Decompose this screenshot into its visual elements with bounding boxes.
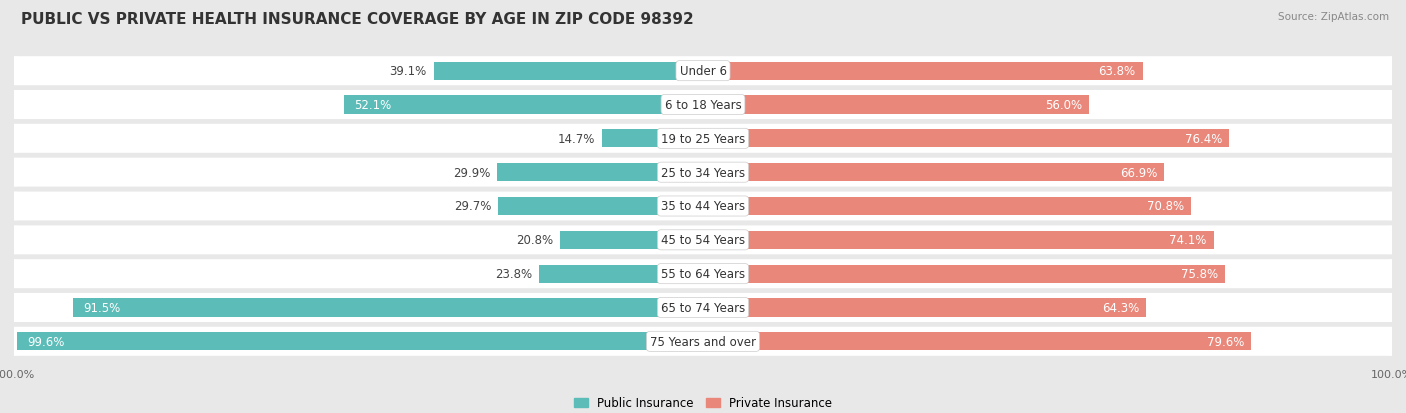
Bar — [73, 299, 703, 317]
FancyBboxPatch shape — [14, 57, 1392, 86]
Text: Under 6: Under 6 — [679, 65, 727, 78]
FancyBboxPatch shape — [17, 91, 1389, 119]
Bar — [498, 197, 703, 216]
Text: 39.1%: 39.1% — [389, 65, 427, 78]
Bar — [703, 164, 1164, 182]
FancyBboxPatch shape — [17, 328, 1389, 356]
Bar — [703, 62, 1143, 81]
Bar — [703, 130, 1229, 148]
Bar — [703, 231, 1213, 249]
Text: 6 to 18 Years: 6 to 18 Years — [665, 99, 741, 112]
Text: Source: ZipAtlas.com: Source: ZipAtlas.com — [1278, 12, 1389, 22]
FancyBboxPatch shape — [14, 259, 1392, 289]
Bar — [703, 197, 1191, 216]
Text: 66.9%: 66.9% — [1119, 166, 1157, 179]
Text: 35 to 44 Years: 35 to 44 Years — [661, 200, 745, 213]
FancyBboxPatch shape — [17, 260, 1389, 288]
Text: 99.6%: 99.6% — [27, 335, 65, 348]
Text: 45 to 54 Years: 45 to 54 Years — [661, 234, 745, 247]
FancyBboxPatch shape — [14, 327, 1392, 356]
Bar — [602, 130, 703, 148]
FancyBboxPatch shape — [17, 294, 1389, 322]
Text: 29.9%: 29.9% — [453, 166, 491, 179]
Text: 19 to 25 Years: 19 to 25 Years — [661, 133, 745, 145]
Bar — [703, 96, 1088, 114]
FancyBboxPatch shape — [14, 192, 1392, 221]
Text: 55 to 64 Years: 55 to 64 Years — [661, 268, 745, 280]
FancyBboxPatch shape — [17, 192, 1389, 221]
Text: 63.8%: 63.8% — [1098, 65, 1136, 78]
Bar — [703, 332, 1251, 351]
Bar — [17, 332, 703, 351]
Text: 23.8%: 23.8% — [495, 268, 531, 280]
Text: 25 to 34 Years: 25 to 34 Years — [661, 166, 745, 179]
FancyBboxPatch shape — [14, 293, 1392, 322]
Text: 20.8%: 20.8% — [516, 234, 553, 247]
Text: 74.1%: 74.1% — [1170, 234, 1206, 247]
Text: 79.6%: 79.6% — [1208, 335, 1244, 348]
Bar — [433, 62, 703, 81]
Text: 56.0%: 56.0% — [1045, 99, 1083, 112]
Text: 64.3%: 64.3% — [1102, 301, 1139, 314]
Text: 75 Years and over: 75 Years and over — [650, 335, 756, 348]
Text: 91.5%: 91.5% — [83, 301, 120, 314]
Text: 75.8%: 75.8% — [1181, 268, 1219, 280]
FancyBboxPatch shape — [17, 226, 1389, 254]
Bar — [703, 299, 1146, 317]
FancyBboxPatch shape — [17, 159, 1389, 187]
FancyBboxPatch shape — [14, 124, 1392, 154]
FancyBboxPatch shape — [17, 125, 1389, 153]
Text: 52.1%: 52.1% — [354, 99, 392, 112]
Bar — [496, 164, 703, 182]
FancyBboxPatch shape — [14, 91, 1392, 120]
Bar — [560, 231, 703, 249]
Text: 70.8%: 70.8% — [1147, 200, 1184, 213]
Legend: Public Insurance, Private Insurance: Public Insurance, Private Insurance — [569, 392, 837, 413]
Text: PUBLIC VS PRIVATE HEALTH INSURANCE COVERAGE BY AGE IN ZIP CODE 98392: PUBLIC VS PRIVATE HEALTH INSURANCE COVER… — [21, 12, 693, 27]
FancyBboxPatch shape — [14, 158, 1392, 187]
Text: 14.7%: 14.7% — [557, 133, 595, 145]
Bar — [344, 96, 703, 114]
Text: 65 to 74 Years: 65 to 74 Years — [661, 301, 745, 314]
Text: 29.7%: 29.7% — [454, 200, 492, 213]
Bar — [703, 265, 1225, 283]
FancyBboxPatch shape — [17, 57, 1389, 85]
Text: 76.4%: 76.4% — [1185, 133, 1222, 145]
Bar — [538, 265, 703, 283]
FancyBboxPatch shape — [14, 226, 1392, 255]
